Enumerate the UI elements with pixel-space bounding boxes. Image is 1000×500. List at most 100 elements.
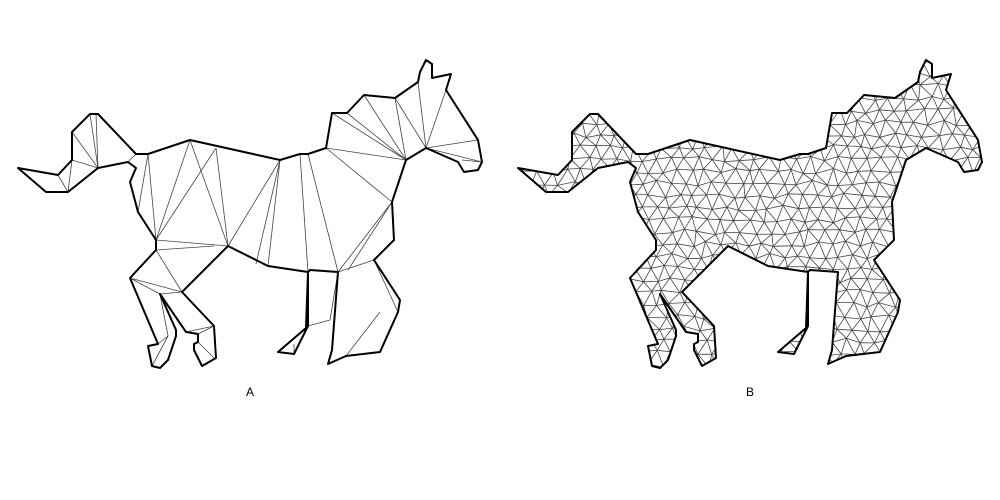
mesh-edge [765,48,776,53]
mesh-edge [760,233,773,244]
mesh-edge [592,60,604,66]
mesh-edge [325,147,407,161]
mesh-edge [718,182,727,195]
mesh-edge [866,181,880,184]
mesh-edge [710,303,728,308]
mesh-edge [719,326,729,342]
mesh-edge [659,317,667,330]
mesh-edge [789,133,796,149]
mesh-edge [725,253,734,267]
mesh-edge [932,96,944,100]
mesh-edge [625,119,637,137]
mesh-edge [744,121,755,138]
mesh-edge [792,88,797,96]
mesh-edge [956,96,973,100]
mesh-edge [943,146,961,150]
mesh-edge [803,246,811,259]
mesh-edge [550,282,558,295]
mesh-edge [924,217,928,235]
mesh-edge [346,112,407,161]
mesh-edge [757,315,761,332]
mesh-edge [885,119,902,123]
mesh-edge [600,96,606,109]
mesh-edge [643,281,653,292]
mesh-edge [946,290,949,308]
mesh-edge [634,75,644,90]
mesh-edge [553,120,568,124]
mesh-edge [817,219,826,231]
mesh-edge [669,277,685,281]
mesh-edge [617,110,626,123]
mesh-edge [345,311,381,357]
mesh-edge [589,157,594,170]
mesh-edge [805,257,811,267]
mesh-edge [940,375,949,379]
mesh-edge [846,329,853,339]
mesh-edge [978,180,982,194]
mesh-edge [909,233,925,236]
mesh-edge [682,85,700,88]
mesh-edge [810,352,826,357]
mesh-edge [817,206,824,220]
mesh-edge [720,242,736,246]
mesh-edge [513,147,518,160]
mesh-edge [750,210,757,221]
mesh-edge [619,60,631,74]
mesh-edge [567,340,571,357]
mesh-edge [629,60,635,61]
mesh-edge [765,208,778,222]
mesh-edge [647,74,665,78]
mesh-edge [803,341,819,344]
mesh-edge [776,221,786,235]
mesh-edge [547,302,562,305]
mesh-edge [549,86,557,97]
mesh-edge [900,145,918,149]
mesh-edge [624,267,635,270]
mesh-edge [929,229,936,246]
mesh-edge [525,60,532,75]
mesh-edge [538,267,543,279]
mesh-edge [804,207,810,223]
mesh-edge [627,327,636,341]
mesh-edge [872,229,880,243]
mesh-edge [647,158,657,174]
mesh-edge [575,84,581,97]
mesh-edge [574,218,579,231]
mesh-edge [833,168,839,186]
mesh-edge [535,47,554,50]
mesh-edge [623,171,630,186]
mesh-edge [905,110,914,123]
mesh-edge [669,84,677,96]
mesh-edge [847,145,862,147]
mesh-edge [866,269,873,280]
horse-outline-b [517,59,983,369]
mesh-edge [889,63,898,77]
mesh-edge [847,267,862,270]
mesh-edge [879,314,890,332]
mesh-edge [508,47,527,52]
mesh-edge [656,132,674,135]
mesh-edge [621,47,635,48]
mesh-edge [853,302,868,308]
mesh-edge [802,98,810,110]
mesh-edge [862,194,876,197]
mesh-edge [740,376,754,379]
mesh-edge [969,326,978,343]
panel-a-coarse-mesh: A [17,59,483,399]
mesh-edge [683,60,692,64]
mesh-edge [860,267,868,280]
mesh-edge [586,60,593,64]
mesh-edge [613,207,625,222]
mesh-edge [655,97,663,113]
mesh-edge [911,291,919,307]
mesh-edge [864,134,880,138]
mesh-edge [971,99,978,110]
mesh-edge [777,97,782,111]
mesh-edge [677,314,695,317]
mesh-edge [776,205,784,222]
mesh-edge [627,206,643,210]
mesh-edge [600,107,618,112]
mesh-edge [921,168,931,184]
mesh-edge [866,302,879,308]
mesh-edge [930,364,940,368]
